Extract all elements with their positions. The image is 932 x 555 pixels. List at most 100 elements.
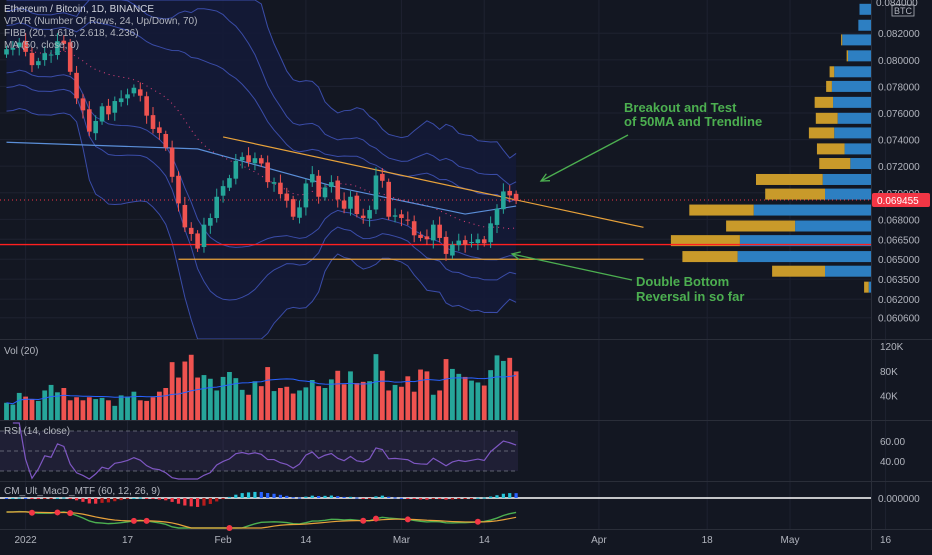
volume-bar xyxy=(379,370,385,420)
candle[interactable] xyxy=(259,154,264,167)
candle[interactable] xyxy=(450,241,455,259)
legend-vpvr[interactable]: VPVR (Number Of Rows, 24, Up/Down, 70) xyxy=(4,16,197,27)
candle[interactable] xyxy=(271,177,277,192)
candle[interactable] xyxy=(61,34,67,51)
vp-row-up xyxy=(739,235,871,247)
volume-label: Vol (20) xyxy=(4,346,38,357)
candle[interactable] xyxy=(125,88,130,106)
candle[interactable] xyxy=(87,101,92,137)
candle[interactable] xyxy=(131,84,137,97)
candle[interactable] xyxy=(188,222,194,241)
candle[interactable] xyxy=(437,216,442,243)
candle[interactable] xyxy=(290,195,296,221)
candle[interactable] xyxy=(462,235,468,253)
candle[interactable] xyxy=(208,213,213,234)
candle[interactable] xyxy=(303,178,309,216)
candle[interactable] xyxy=(169,140,175,183)
candle[interactable] xyxy=(335,176,341,208)
macd-histogram-bar xyxy=(317,495,321,498)
candle[interactable] xyxy=(10,40,16,56)
candle[interactable] xyxy=(341,192,347,214)
candle[interactable] xyxy=(23,32,28,57)
candle[interactable] xyxy=(74,65,79,105)
candle[interactable] xyxy=(106,98,111,121)
time-axis[interactable]: 2022 17 Feb 14 Mar 14 Apr 18 May 16 xyxy=(14,535,891,546)
candle[interactable] xyxy=(494,204,500,234)
macd-histogram-bar xyxy=(355,497,359,499)
candle[interactable] xyxy=(513,190,519,205)
candle[interactable] xyxy=(252,152,258,171)
candle[interactable] xyxy=(163,130,169,151)
candle[interactable] xyxy=(201,217,207,253)
candle[interactable] xyxy=(278,174,283,199)
legend-bb[interactable]: FIBB (20, 1.618, 2.618, 4.236) xyxy=(4,28,139,39)
candle[interactable] xyxy=(469,233,474,248)
candle[interactable] xyxy=(239,152,245,169)
candle[interactable] xyxy=(399,209,404,227)
candle[interactable] xyxy=(93,115,98,141)
candle[interactable] xyxy=(246,147,251,167)
candle[interactable] xyxy=(316,170,321,204)
candle[interactable] xyxy=(157,121,162,140)
candle[interactable] xyxy=(118,90,124,107)
legend-symbol[interactable]: Ethereum / Bitcoin, 1D, BINANCE xyxy=(4,4,154,15)
candle[interactable] xyxy=(284,187,290,208)
candle[interactable] xyxy=(214,188,220,223)
candle[interactable] xyxy=(386,178,391,221)
candle[interactable] xyxy=(309,166,315,187)
candle[interactable] xyxy=(227,174,232,192)
candle-body xyxy=(169,147,175,177)
candle[interactable] xyxy=(348,191,353,216)
candle[interactable] xyxy=(220,180,226,203)
candle[interactable] xyxy=(4,45,9,58)
candle[interactable] xyxy=(144,91,149,124)
candle[interactable] xyxy=(380,168,385,188)
candle[interactable] xyxy=(42,46,48,66)
trendline[interactable] xyxy=(222,136,644,228)
candle[interactable] xyxy=(265,155,270,188)
candle[interactable] xyxy=(405,211,411,226)
candle[interactable] xyxy=(297,200,302,224)
candle[interactable] xyxy=(29,47,35,73)
candle[interactable] xyxy=(488,216,493,248)
candle[interactable] xyxy=(67,38,73,76)
macd-histogram-bar xyxy=(43,498,47,499)
candle[interactable] xyxy=(392,208,398,223)
candle[interactable] xyxy=(501,183,506,214)
candle[interactable] xyxy=(322,184,328,201)
candle[interactable] xyxy=(233,153,239,185)
legend-ma[interactable]: MA (50, close, 0) xyxy=(4,40,79,51)
candles[interactable] xyxy=(4,32,519,261)
candle[interactable] xyxy=(329,175,334,193)
candle[interactable] xyxy=(360,208,366,224)
candle[interactable] xyxy=(481,235,487,247)
candle[interactable] xyxy=(48,49,54,63)
candle-body xyxy=(16,42,22,48)
candle[interactable] xyxy=(99,103,105,125)
candle[interactable] xyxy=(507,185,513,203)
candle[interactable] xyxy=(443,231,449,261)
candle[interactable] xyxy=(456,233,462,251)
candle[interactable] xyxy=(373,167,379,215)
vp-row-up xyxy=(825,265,871,277)
candle[interactable] xyxy=(150,107,156,134)
candle[interactable] xyxy=(182,196,188,232)
candle[interactable] xyxy=(411,215,417,243)
candle[interactable] xyxy=(16,38,22,56)
candle[interactable] xyxy=(430,220,436,249)
candle[interactable] xyxy=(475,233,481,250)
candle[interactable] xyxy=(176,171,181,212)
candle[interactable] xyxy=(55,33,60,60)
candle[interactable] xyxy=(418,231,423,242)
candle[interactable] xyxy=(424,229,430,246)
candle[interactable] xyxy=(137,82,143,102)
candle[interactable] xyxy=(112,96,118,121)
candle-body xyxy=(494,208,500,225)
candle[interactable] xyxy=(354,192,360,218)
candle[interactable] xyxy=(195,230,200,252)
candle-body xyxy=(335,180,341,200)
candle[interactable] xyxy=(80,93,86,119)
candle[interactable] xyxy=(367,205,372,227)
bb-band-line xyxy=(6,0,517,186)
candle[interactable] xyxy=(36,57,41,69)
